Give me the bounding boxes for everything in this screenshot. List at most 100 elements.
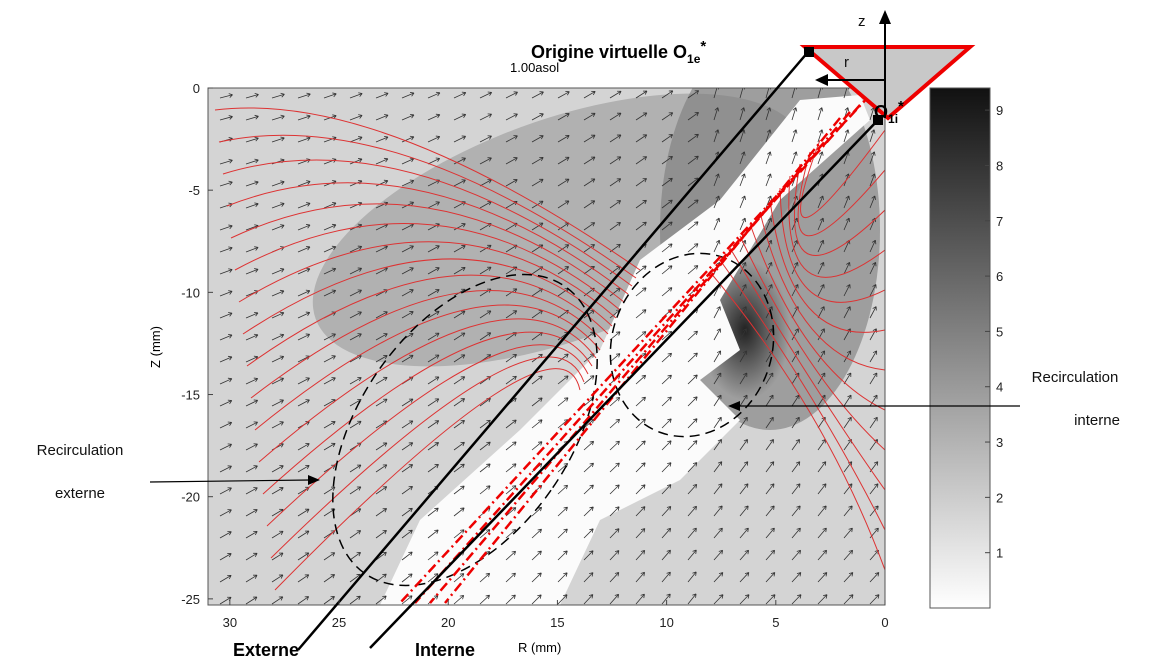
vector-arrow	[557, 200, 570, 209]
streamline	[226, 182, 629, 295]
vector-arrow	[479, 463, 491, 473]
vector-arrow	[661, 462, 672, 473]
vector-arrow	[271, 530, 284, 539]
vector-arrow	[401, 420, 414, 429]
vector-arrow	[531, 419, 543, 429]
vector-arrow	[557, 594, 568, 605]
vector-arrow	[531, 550, 542, 561]
vector-arrow	[765, 217, 773, 231]
vector-arrow	[401, 551, 413, 561]
vector-arrow	[479, 441, 491, 451]
vector-arrow	[791, 284, 799, 297]
vector-arrow	[271, 465, 284, 473]
vector-arrow	[401, 573, 413, 583]
vector-arrow	[687, 199, 699, 209]
vector-arrow	[401, 92, 415, 99]
vector-arrow	[739, 483, 749, 495]
vector-arrow	[297, 574, 310, 583]
vector-arrow	[609, 200, 622, 209]
vector-arrow	[245, 509, 258, 517]
vector-arrow	[245, 596, 258, 605]
vector-arrow	[869, 594, 880, 605]
vector-arrow	[453, 354, 466, 363]
vector-arrow	[401, 595, 413, 605]
vector-arrow	[427, 157, 441, 165]
vector-arrow	[609, 484, 620, 495]
vector-arrow	[739, 107, 746, 121]
vector-arrow	[713, 394, 722, 407]
vector-arrow	[817, 284, 825, 297]
vector-arrow	[245, 180, 259, 187]
y-axis-label: Z (mm)	[148, 326, 163, 368]
vector-arrow	[869, 261, 877, 275]
vector-arrow	[661, 199, 673, 209]
vector-arrow	[765, 483, 775, 495]
vector-arrow	[583, 506, 594, 517]
line-label: Interne	[415, 640, 475, 660]
vector-arrow	[349, 486, 362, 495]
vector-arrow	[427, 442, 439, 451]
vector-arrow	[739, 439, 748, 451]
vector-arrow	[739, 328, 747, 341]
colorbar	[929, 87, 991, 609]
vector-arrow	[219, 334, 233, 341]
vector-arrow	[635, 528, 646, 539]
vector-arrow	[635, 374, 647, 385]
vector-arrow	[219, 268, 233, 275]
vector-arrow	[817, 239, 825, 253]
streamline	[719, 259, 885, 531]
vector-arrow	[375, 595, 387, 605]
vector-arrow	[687, 527, 697, 539]
vector-arrow	[401, 442, 414, 451]
vector-arrow	[609, 440, 620, 451]
vector-arrow	[557, 528, 568, 539]
vector-arrow	[297, 311, 311, 319]
vector-arrow	[609, 90, 622, 99]
vector-arrow	[271, 421, 284, 429]
vector-arrow	[739, 594, 750, 605]
vector-arrow	[479, 485, 491, 495]
arrowhead	[879, 10, 891, 24]
vector-arrow	[531, 91, 544, 99]
vector-arrow	[479, 419, 491, 429]
streamline	[759, 211, 885, 371]
vector-arrow	[609, 222, 621, 231]
vector-arrow	[791, 350, 800, 363]
vector-arrow	[817, 594, 828, 605]
vector-arrow	[427, 91, 441, 99]
vector-arrow	[791, 88, 798, 99]
vector-arrow	[219, 355, 233, 363]
vector-arrow	[635, 440, 646, 451]
origin-label: Origine virtuelle O1e*	[531, 38, 706, 66]
vector-arrow	[375, 92, 389, 99]
vector-arrow	[245, 158, 259, 165]
vector-arrow	[739, 372, 748, 385]
vector-arrow	[323, 421, 336, 429]
streamline	[800, 129, 885, 219]
vector-arrow	[687, 155, 699, 165]
vector-arrow	[505, 441, 517, 451]
vector-arrow	[479, 135, 492, 143]
streamline	[793, 163, 885, 256]
vector-arrow	[635, 156, 648, 165]
vector-arrow	[505, 594, 516, 605]
vector-arrow	[297, 202, 311, 209]
vector-arrow	[713, 217, 721, 231]
vector-arrow	[817, 505, 827, 517]
vector-arrow	[271, 552, 284, 561]
vector-arrow	[219, 224, 233, 231]
vector-arrow	[219, 553, 232, 561]
vector-arrow	[557, 178, 570, 187]
vector-arrow	[739, 350, 748, 363]
colorbar-tick-label: 9	[996, 103, 1003, 118]
vector-arrow	[843, 461, 853, 473]
streamline	[242, 258, 613, 335]
jet-axis	[429, 111, 851, 604]
y-tick-label: -15	[181, 388, 200, 403]
vector-arrow	[297, 377, 310, 385]
vector-arrow	[427, 463, 439, 473]
vector-arrow	[739, 261, 747, 275]
vector-arrow	[323, 92, 337, 99]
vector-arrow	[375, 179, 389, 187]
